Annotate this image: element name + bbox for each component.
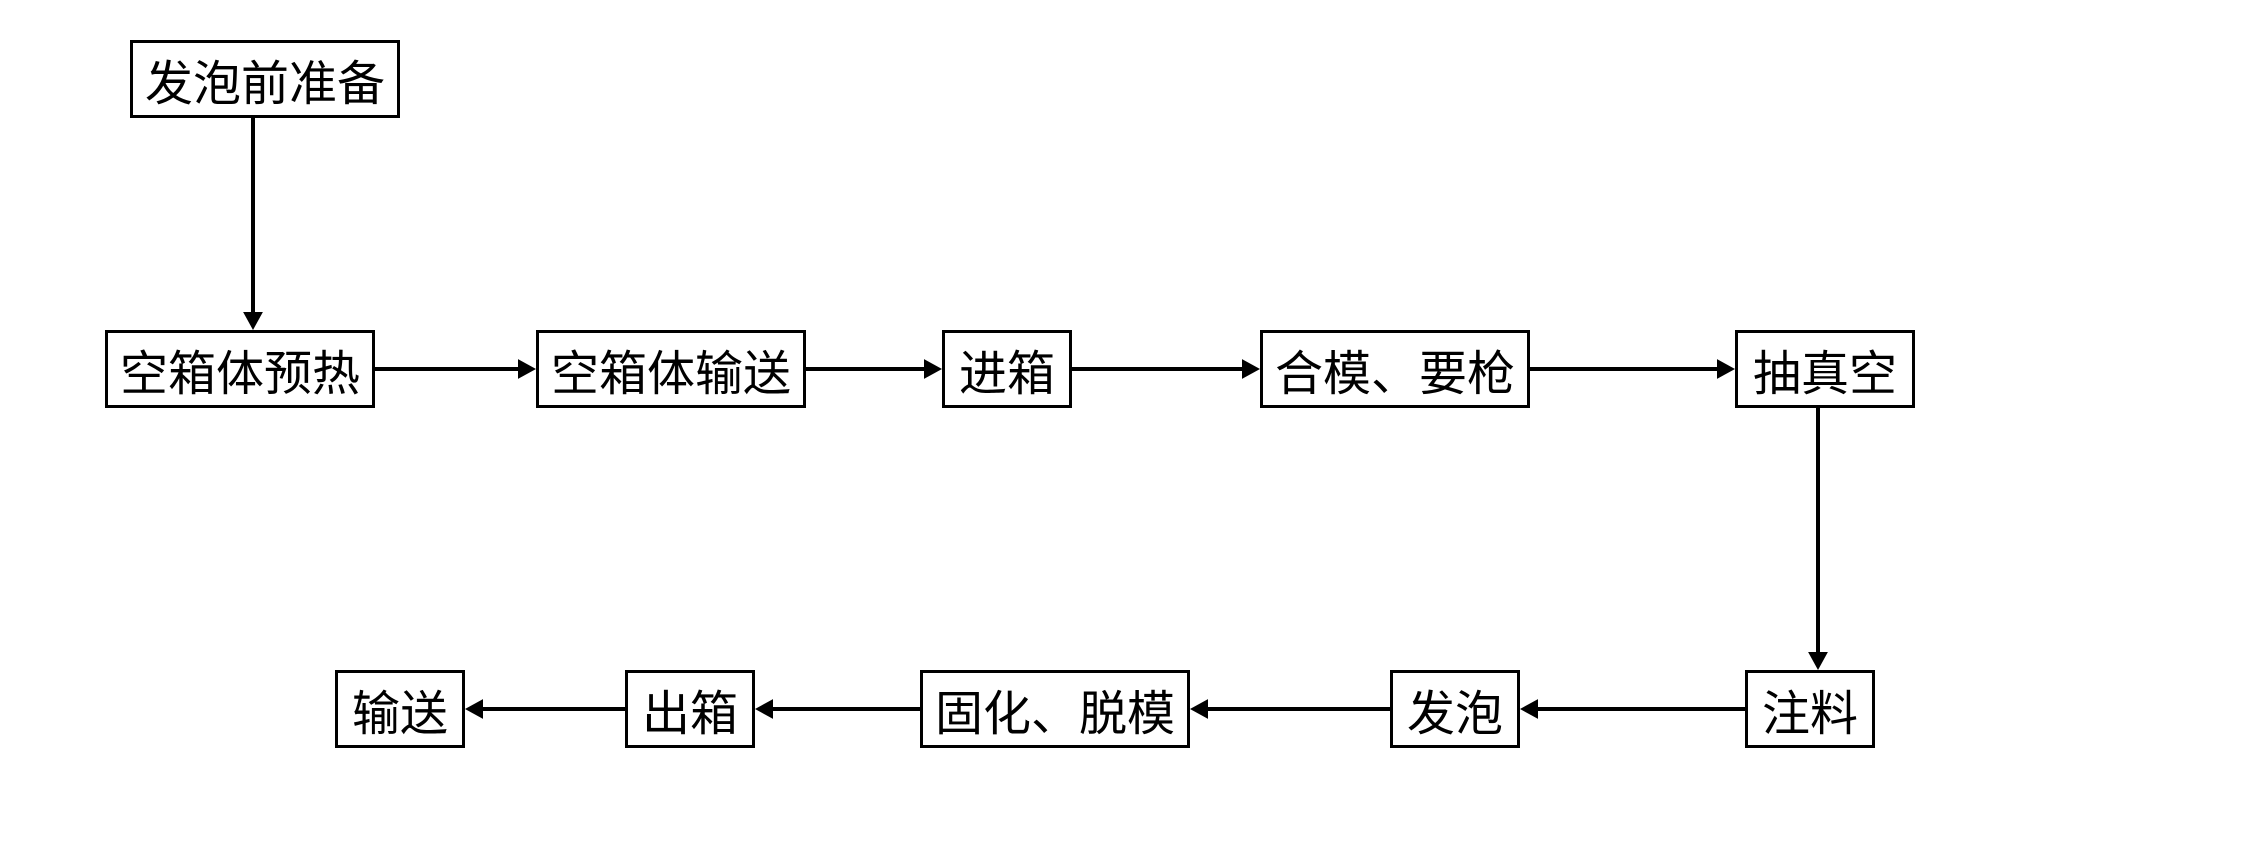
flowchart-node-n9: 固化、脱模 xyxy=(920,670,1190,748)
flowchart-node-n4: 进箱 xyxy=(942,330,1072,408)
flowchart-node-n6: 抽真空 xyxy=(1735,330,1915,408)
flowchart-edge xyxy=(725,679,950,739)
flowchart-node-n11: 输送 xyxy=(335,670,465,748)
flowchart-node-n3: 空箱体输送 xyxy=(536,330,806,408)
flowchart-node-n2: 空箱体预热 xyxy=(105,330,375,408)
flowchart-node-n1: 发泡前准备 xyxy=(130,40,400,118)
flowchart-node-n7: 注料 xyxy=(1745,670,1875,748)
flowchart-node-n8: 发泡 xyxy=(1390,670,1520,748)
flowchart-edge xyxy=(1042,339,1290,399)
flowchart-edge xyxy=(435,679,655,739)
flowchart-edge xyxy=(1490,679,1775,739)
flowchart-node-n5: 合模、要枪 xyxy=(1260,330,1530,408)
flowchart-node-n10: 出箱 xyxy=(625,670,755,748)
flowchart-edge xyxy=(1788,378,1848,700)
flowchart-edge xyxy=(1500,339,1765,399)
flowchart-edge xyxy=(1160,679,1420,739)
flowchart-edge xyxy=(345,339,566,399)
flowchart-edge xyxy=(223,88,283,360)
